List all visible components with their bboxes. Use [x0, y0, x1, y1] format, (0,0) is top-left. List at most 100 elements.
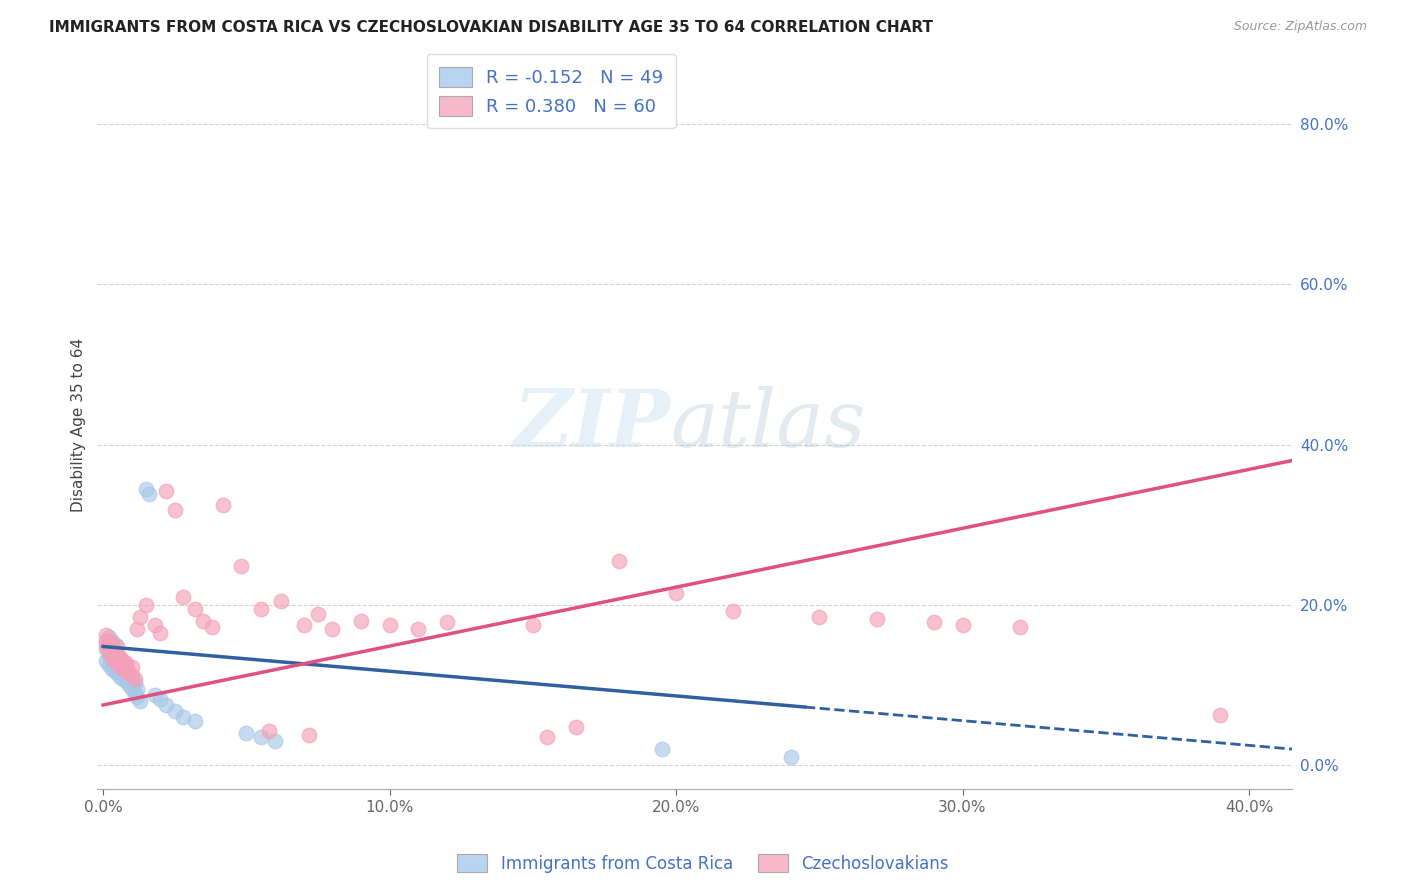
Point: [97, 640, 120, 654]
Point: [257, 724, 280, 739]
Point: [103, 654, 125, 668]
Point: [97, 648, 120, 662]
Point: [249, 730, 271, 744]
Point: [536, 730, 558, 744]
Point: [184, 602, 207, 616]
Point: [193, 614, 215, 628]
Point: [127, 681, 149, 696]
Point: [121, 660, 143, 674]
Point: [808, 610, 831, 624]
Point: [103, 664, 125, 678]
Point: [651, 742, 673, 756]
Point: [129, 610, 152, 624]
Point: [112, 672, 135, 686]
Point: [321, 622, 343, 636]
Point: [112, 664, 135, 678]
Point: [124, 686, 146, 700]
Point: [97, 630, 120, 644]
Point: [103, 638, 125, 652]
Point: [107, 640, 129, 654]
Point: [565, 720, 588, 734]
Point: [110, 649, 132, 664]
Point: [118, 670, 141, 684]
Point: [118, 678, 141, 692]
Legend: Immigrants from Costa Rica, Czechoslovakians: Immigrants from Costa Rica, Czechoslovak…: [451, 847, 955, 880]
Text: IMMIGRANTS FROM COSTA RICA VS CZECHOSLOVAKIAN DISABILITY AGE 35 TO 64 CORRELATIO: IMMIGRANTS FROM COSTA RICA VS CZECHOSLOV…: [49, 20, 934, 35]
Point: [121, 668, 143, 682]
Point: [138, 487, 160, 501]
Point: [124, 676, 146, 690]
Point: [110, 657, 132, 672]
Text: atlas: atlas: [671, 385, 866, 463]
Point: [107, 648, 129, 662]
Point: [100, 649, 122, 664]
Point: [307, 607, 329, 622]
Point: [249, 602, 271, 616]
Point: [378, 618, 401, 632]
Point: [235, 726, 257, 740]
Point: [115, 657, 138, 672]
Point: [97, 633, 120, 648]
Point: [127, 690, 149, 704]
Y-axis label: Disability Age 35 to 64: Disability Age 35 to 64: [72, 337, 86, 511]
Point: [112, 662, 135, 676]
Point: [115, 664, 138, 678]
Point: [135, 598, 157, 612]
Point: [97, 646, 120, 660]
Point: [100, 636, 122, 650]
Point: [298, 728, 321, 742]
Point: [115, 656, 138, 670]
Point: [100, 652, 122, 666]
Point: [149, 625, 172, 640]
Point: [121, 672, 143, 686]
Point: [522, 618, 544, 632]
Point: [143, 618, 166, 632]
Point: [723, 604, 745, 618]
Point: [406, 622, 429, 636]
Point: [135, 482, 157, 496]
Point: [350, 614, 373, 628]
Point: [270, 594, 292, 608]
Point: [103, 656, 125, 670]
Text: Source: ZipAtlas.com: Source: ZipAtlas.com: [1233, 20, 1367, 33]
Point: [110, 652, 132, 666]
Point: [163, 503, 186, 517]
Point: [124, 672, 146, 686]
Point: [100, 633, 122, 648]
Point: [94, 633, 117, 648]
Point: [172, 710, 194, 724]
Point: [107, 665, 129, 680]
Point: [97, 657, 120, 672]
Point: [103, 646, 125, 660]
Point: [94, 640, 117, 654]
Point: [112, 656, 135, 670]
Point: [143, 688, 166, 702]
Point: [779, 750, 801, 764]
Point: [922, 615, 945, 630]
Point: [100, 662, 122, 676]
Point: [115, 665, 138, 680]
Point: [94, 654, 117, 668]
Point: [100, 644, 122, 658]
Point: [103, 646, 125, 660]
Point: [155, 483, 177, 498]
Point: [952, 618, 974, 632]
Point: [100, 644, 122, 658]
Point: [155, 698, 177, 712]
Point: [110, 662, 132, 676]
Legend: R = -0.152   N = 49, R = 0.380   N = 60: R = -0.152 N = 49, R = 0.380 N = 60: [426, 54, 676, 128]
Point: [94, 641, 117, 656]
Point: [107, 648, 129, 662]
Point: [1008, 620, 1031, 634]
Point: [229, 559, 252, 574]
Point: [665, 586, 688, 600]
Point: [115, 673, 138, 688]
Point: [94, 628, 117, 642]
Point: [97, 640, 120, 654]
Text: ZIP: ZIP: [515, 385, 671, 463]
Point: [184, 714, 207, 728]
Point: [163, 704, 186, 718]
Point: [110, 670, 132, 684]
Point: [865, 612, 887, 626]
Point: [107, 656, 129, 670]
